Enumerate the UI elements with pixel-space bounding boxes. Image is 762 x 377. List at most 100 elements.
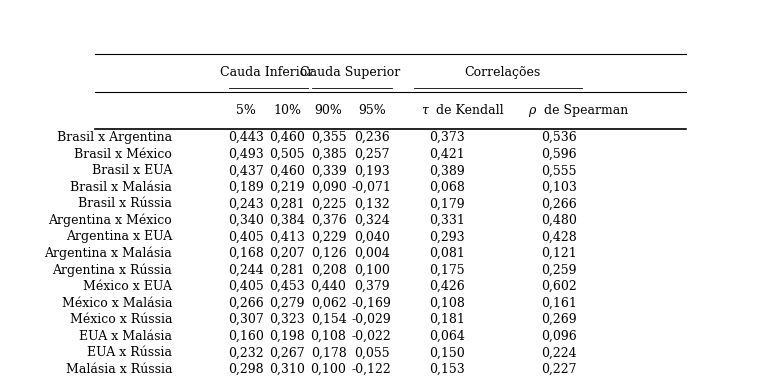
Text: 0,178: 0,178 xyxy=(311,346,347,359)
Text: 0,421: 0,421 xyxy=(429,148,465,161)
Text: 0,154: 0,154 xyxy=(311,313,347,326)
Text: 0,081: 0,081 xyxy=(429,247,465,260)
Text: Argentina x Malásia: Argentina x Malásia xyxy=(44,247,172,260)
Text: τ: τ xyxy=(421,104,427,117)
Text: 0,405: 0,405 xyxy=(228,280,264,293)
Text: 0,161: 0,161 xyxy=(541,297,577,310)
Text: 0,443: 0,443 xyxy=(228,131,264,144)
Text: 0,108: 0,108 xyxy=(311,330,347,343)
Text: 0,266: 0,266 xyxy=(228,297,264,310)
Text: 0,160: 0,160 xyxy=(228,330,264,343)
Text: EUA x Rússia: EUA x Rússia xyxy=(87,346,172,359)
Text: -0,122: -0,122 xyxy=(352,363,392,376)
Text: 0,179: 0,179 xyxy=(429,198,465,210)
Text: 0,064: 0,064 xyxy=(429,330,465,343)
Text: 0,132: 0,132 xyxy=(354,198,389,210)
Text: 0,062: 0,062 xyxy=(311,297,347,310)
Text: Cauda Inferior: Cauda Inferior xyxy=(220,66,313,79)
Text: 0,259: 0,259 xyxy=(541,264,577,277)
Text: 0,310: 0,310 xyxy=(269,363,305,376)
Text: México x Malásia: México x Malásia xyxy=(62,297,172,310)
Text: Brasil x México: Brasil x México xyxy=(74,148,172,161)
Text: México x EUA: México x EUA xyxy=(83,280,172,293)
Text: -0,169: -0,169 xyxy=(352,297,392,310)
Text: 0,323: 0,323 xyxy=(269,313,305,326)
Text: 0,536: 0,536 xyxy=(541,131,577,144)
Text: 0,426: 0,426 xyxy=(429,280,465,293)
Text: 0,339: 0,339 xyxy=(311,164,347,177)
Text: 0,153: 0,153 xyxy=(429,363,465,376)
Text: 0,225: 0,225 xyxy=(311,198,346,210)
Text: 0,100: 0,100 xyxy=(311,363,347,376)
Text: 0,279: 0,279 xyxy=(270,297,305,310)
Text: Brasil x EUA: Brasil x EUA xyxy=(91,164,172,177)
Text: 0,236: 0,236 xyxy=(354,131,389,144)
Text: EUA x Malásia: EUA x Malásia xyxy=(79,330,172,343)
Text: -0,029: -0,029 xyxy=(352,313,392,326)
Text: 10%: 10% xyxy=(274,104,301,117)
Text: 0,040: 0,040 xyxy=(354,230,389,244)
Text: 0,219: 0,219 xyxy=(269,181,305,194)
Text: 0,281: 0,281 xyxy=(269,264,305,277)
Text: 0,298: 0,298 xyxy=(228,363,264,376)
Text: 0,175: 0,175 xyxy=(429,264,465,277)
Text: Correlações: Correlações xyxy=(465,66,541,79)
Text: 0,413: 0,413 xyxy=(269,230,305,244)
Text: de Spearman: de Spearman xyxy=(540,104,628,117)
Text: 0,437: 0,437 xyxy=(228,164,264,177)
Text: 0,224: 0,224 xyxy=(541,346,577,359)
Text: 0,331: 0,331 xyxy=(429,214,465,227)
Text: ρ: ρ xyxy=(529,104,536,117)
Text: 0,293: 0,293 xyxy=(429,230,465,244)
Text: 0,376: 0,376 xyxy=(311,214,347,227)
Text: 0,090: 0,090 xyxy=(311,181,347,194)
Text: 0,257: 0,257 xyxy=(354,148,389,161)
Text: 0,493: 0,493 xyxy=(228,148,264,161)
Text: 0,428: 0,428 xyxy=(541,230,577,244)
Text: 0,281: 0,281 xyxy=(269,198,305,210)
Text: 90%: 90% xyxy=(315,104,342,117)
Text: 5%: 5% xyxy=(236,104,256,117)
Text: 0,004: 0,004 xyxy=(354,247,389,260)
Text: México x Rússia: México x Rússia xyxy=(69,313,172,326)
Text: Argentina x Rússia: Argentina x Rússia xyxy=(53,263,172,277)
Text: 0,207: 0,207 xyxy=(269,247,305,260)
Text: 0,198: 0,198 xyxy=(269,330,305,343)
Text: 0,307: 0,307 xyxy=(228,313,264,326)
Text: 0,340: 0,340 xyxy=(228,214,264,227)
Text: 0,108: 0,108 xyxy=(429,297,465,310)
Text: 0,453: 0,453 xyxy=(269,280,305,293)
Text: 0,389: 0,389 xyxy=(429,164,465,177)
Text: 0,384: 0,384 xyxy=(269,214,305,227)
Text: 0,055: 0,055 xyxy=(354,346,389,359)
Text: de Kendall: de Kendall xyxy=(432,104,504,117)
Text: 0,460: 0,460 xyxy=(269,131,305,144)
Text: 0,126: 0,126 xyxy=(311,247,347,260)
Text: Cauda Superior: Cauda Superior xyxy=(300,66,400,79)
Text: 0,168: 0,168 xyxy=(228,247,264,260)
Text: Brasil x Malásia: Brasil x Malásia xyxy=(70,181,172,194)
Text: Malásia x Rússia: Malásia x Rússia xyxy=(66,363,172,376)
Text: 0,150: 0,150 xyxy=(429,346,465,359)
Text: 0,096: 0,096 xyxy=(541,330,577,343)
Text: 0,555: 0,555 xyxy=(541,164,577,177)
Text: 0,269: 0,269 xyxy=(541,313,577,326)
Text: 0,480: 0,480 xyxy=(541,214,577,227)
Text: 0,121: 0,121 xyxy=(541,247,577,260)
Text: 0,244: 0,244 xyxy=(228,264,264,277)
Text: 0,324: 0,324 xyxy=(354,214,389,227)
Text: Argentina x México: Argentina x México xyxy=(48,214,172,227)
Text: 0,355: 0,355 xyxy=(311,131,347,144)
Text: 0,243: 0,243 xyxy=(228,198,264,210)
Text: Argentina x EUA: Argentina x EUA xyxy=(66,230,172,244)
Text: 0,227: 0,227 xyxy=(541,363,577,376)
Text: -0,071: -0,071 xyxy=(352,181,392,194)
Text: 0,379: 0,379 xyxy=(354,280,389,293)
Text: 0,100: 0,100 xyxy=(354,264,389,277)
Text: 0,385: 0,385 xyxy=(311,148,347,161)
Text: 0,440: 0,440 xyxy=(311,280,347,293)
Text: 0,232: 0,232 xyxy=(228,346,264,359)
Text: 0,373: 0,373 xyxy=(429,131,465,144)
Text: Brasil x Rússia: Brasil x Rússia xyxy=(78,198,172,210)
Text: 0,505: 0,505 xyxy=(269,148,305,161)
